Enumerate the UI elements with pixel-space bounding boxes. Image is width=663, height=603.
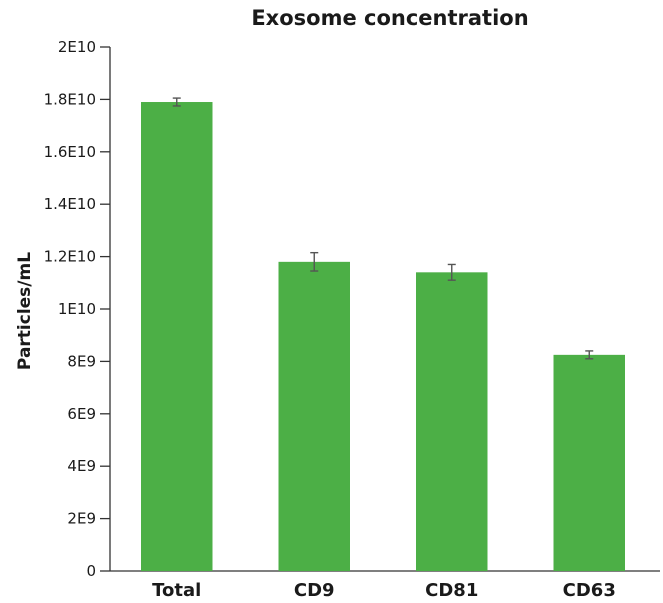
y-tick-label: 2E10	[58, 38, 96, 56]
plot-area: 0 2E9 4E9 6E9 8E9 1E10 1.2E10 1.4E10 1.6E10 1.8E1…	[44, 38, 660, 601]
y-tick-label: 1.8E10	[44, 90, 96, 108]
y-tick-label: 6E9	[67, 405, 96, 423]
y-tick-label: 4E9	[67, 457, 96, 475]
y-tick-label: 8E9	[67, 352, 96, 370]
y-tick-label: 1E10	[58, 300, 96, 318]
chart-title: Exosome concentration	[251, 6, 528, 30]
y-tick-label: 1.2E10	[44, 248, 96, 266]
bar	[278, 261, 350, 571]
y-tick-label: 1.6E10	[44, 143, 96, 161]
y-axis-label: Particles/mL	[15, 252, 35, 370]
x-tick-label: CD63	[563, 580, 616, 601]
y-tick-label: 0	[86, 562, 96, 580]
x-tick-label: Total	[152, 580, 201, 601]
y-tick-label: 2E9	[67, 510, 96, 528]
bar	[553, 354, 625, 571]
x-tick-label: CD9	[294, 580, 335, 601]
bar	[141, 102, 213, 572]
x-tick-label: CD81	[425, 580, 478, 601]
y-tick-label: 1.4E10	[44, 195, 96, 213]
bar	[416, 272, 488, 571]
